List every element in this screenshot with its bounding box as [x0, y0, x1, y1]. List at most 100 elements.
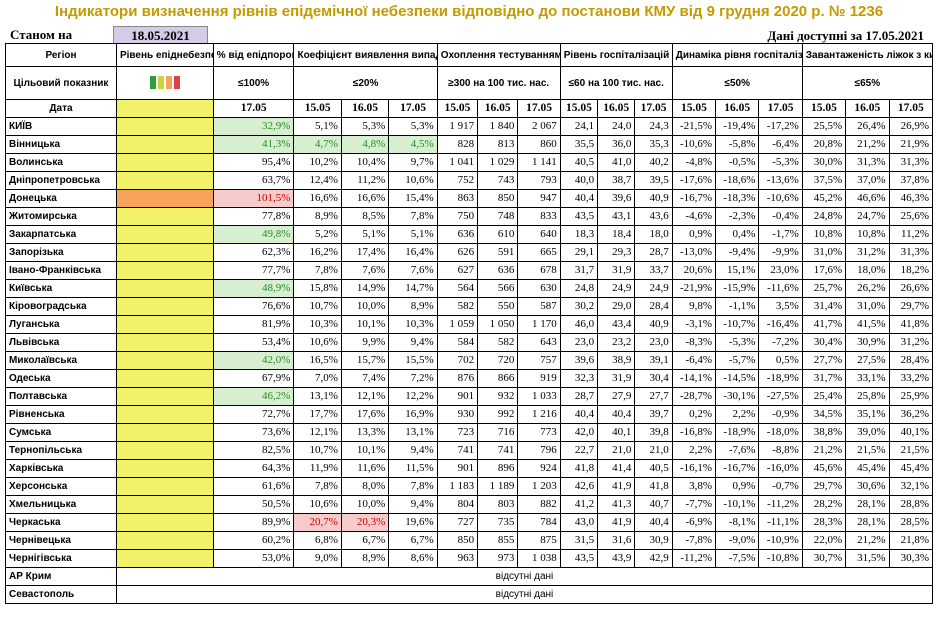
detection-value: 5,3% [388, 117, 438, 136]
hosp-dynamics-value: -13,0% [671, 243, 717, 262]
target-oxygen: ≤65% [801, 66, 934, 100]
oxygen-value: 30,3% [888, 549, 933, 568]
region-name: Житомирська [5, 207, 117, 226]
oxygen-value: 45,4% [888, 459, 933, 478]
target-hosp-dynamics: ≤50% [671, 66, 803, 100]
table-row: Тернопільська 82,5% 10,7% 10,1% 9,4% 741 741 79… [5, 441, 933, 460]
date-dyn-2: 16.05 [715, 99, 760, 118]
region-name: Миколаївська [5, 351, 117, 370]
hosp-dynamics-value: -6,9% [671, 513, 717, 532]
hosp-dynamics-value: -11,1% [758, 513, 803, 532]
detection-value: 15,8% [293, 279, 342, 298]
date-label: Дата [5, 99, 117, 118]
detection-value: 5,1% [293, 117, 342, 136]
table-row-missing: АР Крим відсутні дані [5, 567, 934, 586]
region-name: КИЇВ [5, 117, 117, 136]
hosp-level-value: 24,9 [634, 279, 673, 298]
region-name: Тернопільська [5, 441, 117, 460]
testing-value: 773 [517, 423, 561, 442]
testing-value: 1 050 [477, 315, 519, 334]
oxygen-value: 28,8% [888, 495, 933, 514]
pct-of-threshold: 82,5% [212, 441, 295, 460]
detection-value: 15,4% [388, 189, 438, 208]
hosp-dynamics-value: 3,8% [671, 477, 717, 496]
oxygen-value: 28,2% [801, 495, 847, 514]
hosp-dynamics-value: -6,4% [758, 135, 803, 154]
detection-value: 12,4% [293, 171, 342, 190]
hosp-level-value: 27,7 [634, 387, 673, 406]
hosp-dynamics-value: -1,7% [758, 225, 803, 244]
hosp-level-value: 41,4 [597, 459, 636, 478]
region-name: Севастополь [5, 585, 117, 604]
oxygen-value: 30,0% [801, 153, 847, 172]
table-row: КИЇВ 32,9% 5,1% 5,3% 5,3% 1 917 1 840 2 067 24,1… [5, 117, 933, 136]
oxygen-value: 17,6% [801, 261, 847, 280]
table-row: Івано-Франківська 77,7% 7,8% 7,6% 7,6% 627 636… [5, 261, 933, 280]
testing-value: 866 [477, 369, 519, 388]
pct-of-threshold: 50,5% [212, 495, 295, 514]
as-of-label: Станом на [10, 27, 73, 42]
hosp-level-value: 43,5 [559, 549, 599, 568]
pct-of-threshold: 63,7% [212, 171, 295, 190]
level-indicator [115, 153, 214, 172]
hosp-level-value: 42,9 [634, 549, 673, 568]
oxygen-value: 28,3% [801, 513, 847, 532]
date-hosp-1: 15.05 [559, 99, 599, 118]
region-name: Львівська [5, 333, 117, 352]
hosp-level-value: 21,0 [634, 441, 673, 460]
hosp-dynamics-value: -7,5% [715, 549, 760, 568]
detection-value: 14,7% [388, 279, 438, 298]
testing-value: 804 [436, 495, 479, 514]
hosp-level-value: 30,9 [634, 531, 673, 550]
detection-value: 9,4% [388, 441, 438, 460]
detection-value: 9,0% [293, 549, 342, 568]
testing-value: 587 [517, 297, 561, 316]
hosp-dynamics-value: -16,7% [715, 459, 760, 478]
target-hosp-level: ≤60 на 100 тис. нас. [559, 66, 673, 100]
oxygen-value: 40,1% [888, 423, 933, 442]
target-label: Цільовий показник [5, 66, 117, 100]
detection-value: 13,3% [340, 423, 390, 442]
pct-of-threshold: 101,5% [212, 189, 295, 208]
testing-value: 750 [436, 207, 479, 226]
hosp-dynamics-value: -21,9% [671, 279, 717, 298]
hosp-level-value: 40,9 [634, 315, 673, 334]
data-available-note: Дані доступні за 17.05.2021 [767, 28, 924, 43]
hosp-dynamics-value: -14,5% [715, 369, 760, 388]
level-indicator [115, 261, 214, 280]
oxygen-value: 28,4% [888, 351, 933, 370]
oxygen-value: 21,2% [845, 135, 890, 154]
level-indicator [115, 243, 214, 262]
hosp-level-value: 41,0 [597, 153, 636, 172]
detection-value: 8,5% [340, 207, 390, 226]
detection-value: 11,9% [293, 459, 342, 478]
date-testing-1: 15.05 [436, 99, 479, 118]
level-indicator [115, 297, 214, 316]
header-pct-threshold: % від епідпорогу [212, 43, 295, 67]
hosp-dynamics-value: -13,6% [758, 171, 803, 190]
hosp-dynamics-value: -16,8% [671, 423, 717, 442]
hosp-level-value: 41,9 [597, 513, 636, 532]
level-indicator [115, 441, 214, 460]
oxygen-value: 41,7% [801, 315, 847, 334]
testing-value: 863 [436, 189, 479, 208]
level-indicator [115, 225, 214, 244]
header-detection: Коефіцієнт виявлення випадків інфікуванн… [293, 43, 438, 67]
testing-value: 919 [517, 369, 561, 388]
hosp-dynamics-value: 15,1% [715, 261, 760, 280]
detection-value: 10,6% [388, 171, 438, 190]
testing-value: 723 [436, 423, 479, 442]
testing-value: 1 038 [517, 549, 561, 568]
oxygen-value: 38,8% [801, 423, 847, 442]
region-name: Київська [5, 279, 117, 298]
hosp-dynamics-value: -19,4% [715, 117, 760, 136]
table-row-missing: Севастополь відсутні дані [5, 585, 934, 604]
region-name: Чернігівська [5, 549, 117, 568]
date-oxy-1: 15.05 [801, 99, 847, 118]
hosp-dynamics-value: -10,8% [758, 549, 803, 568]
oxygen-value: 45,2% [801, 189, 847, 208]
testing-value: 643 [517, 333, 561, 352]
detection-value: 17,7% [293, 405, 342, 424]
region-name: Харківська [5, 459, 117, 478]
oxygen-value: 37,8% [888, 171, 933, 190]
